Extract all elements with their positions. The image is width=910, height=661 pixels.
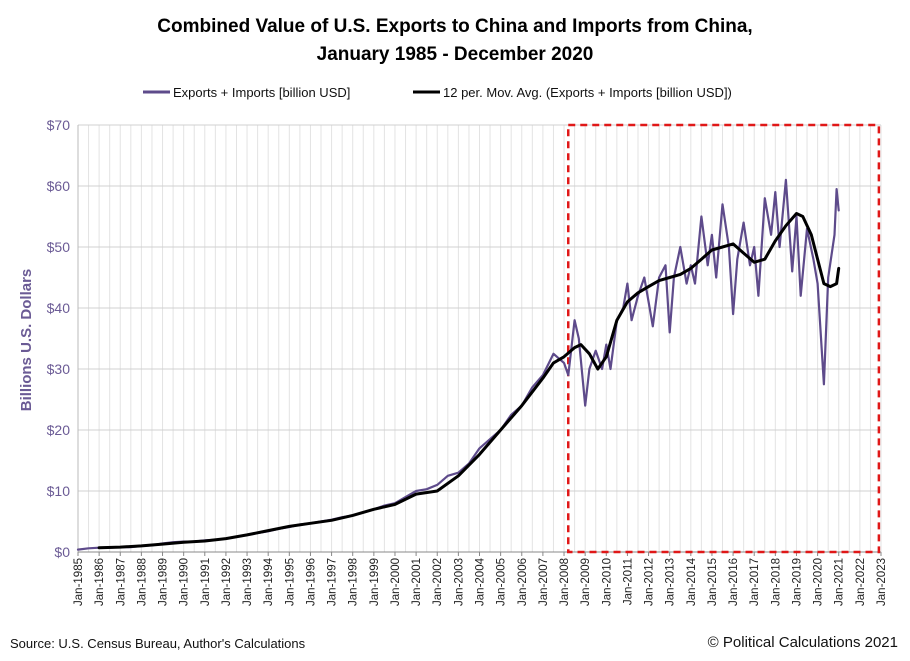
y-tick-label: $0 bbox=[54, 544, 70, 560]
x-tick-label: Jan-1993 bbox=[242, 558, 254, 606]
y-tick-label: $30 bbox=[47, 361, 71, 377]
x-tick-label: Jan-2022 bbox=[855, 558, 867, 606]
y-axis-label: Billions U.S. Dollars bbox=[18, 269, 35, 412]
x-tick-label: Jan-2020 bbox=[813, 558, 825, 606]
y-tick-label: $50 bbox=[47, 239, 71, 255]
x-tick-label: Jan-1987 bbox=[115, 558, 127, 606]
x-tick-label: Jan-2011 bbox=[622, 558, 634, 605]
x-tick-label: Jan-2012 bbox=[644, 558, 656, 606]
x-tick-label: Jan-1985 bbox=[73, 558, 85, 606]
grid bbox=[77, 124, 882, 553]
x-tick-label: Jan-2001 bbox=[411, 558, 423, 606]
y-tick-label: $70 bbox=[47, 117, 71, 133]
highlight-box bbox=[567, 123, 881, 554]
x-tick-label: Jan-2021 bbox=[834, 558, 846, 606]
y-tick-label: $60 bbox=[47, 178, 71, 194]
x-tick-label: Jan-1995 bbox=[284, 558, 296, 606]
x-tick-label: Jan-1998 bbox=[348, 558, 360, 606]
x-tick-label: Jan-2005 bbox=[496, 558, 508, 606]
x-tick-label: Jan-2016 bbox=[728, 558, 740, 606]
x-tick-label: Jan-2018 bbox=[770, 558, 782, 606]
x-tick-label: Jan-1991 bbox=[200, 558, 212, 606]
y-tick-label: $10 bbox=[47, 483, 71, 499]
legend-label-series1: Exports + Imports [billion USD] bbox=[173, 85, 350, 100]
x-tick-label: Jan-1989 bbox=[158, 558, 170, 606]
chart-title-line1: Combined Value of U.S. Exports to China … bbox=[157, 16, 752, 37]
x-tick-label: Jan-2008 bbox=[559, 558, 571, 606]
x-tick-label: Jan-1986 bbox=[94, 558, 106, 606]
legend-label-series2: 12 per. Mov. Avg. (Exports + Imports [bi… bbox=[443, 85, 732, 100]
x-tick-label: Jan-1999 bbox=[369, 558, 381, 606]
y-tick-label: $40 bbox=[47, 300, 71, 316]
x-tick-label: Jan-2019 bbox=[791, 558, 803, 606]
highlight-rectangle bbox=[567, 123, 881, 554]
series-line-moving-average bbox=[97, 212, 841, 550]
x-tick-label: Jan-2010 bbox=[601, 558, 613, 606]
x-tick-label: Jan-1994 bbox=[263, 557, 275, 606]
x-tick-label: Jan-2013 bbox=[665, 558, 677, 606]
x-tick-label: Jan-2004 bbox=[475, 557, 487, 606]
x-tick-label: Jan-2015 bbox=[707, 558, 719, 606]
x-tick-label: Jan-2003 bbox=[453, 558, 465, 606]
x-tick-label: Jan-1988 bbox=[136, 558, 148, 606]
x-tick-label: Jan-2007 bbox=[538, 558, 550, 606]
x-tick-label: Jan-1992 bbox=[221, 558, 233, 606]
series-lines bbox=[76, 178, 841, 551]
chart-title-line2: January 1985 - December 2020 bbox=[317, 44, 594, 65]
legend: Exports + Imports [billion USD] 12 per. … bbox=[143, 85, 732, 100]
y-tick-label: $20 bbox=[47, 422, 71, 438]
x-tick-label: Jan-2009 bbox=[580, 558, 592, 606]
source-note: Source: U.S. Census Bureau, Author's Cal… bbox=[10, 636, 306, 651]
x-tick-label: Jan-2017 bbox=[749, 558, 761, 606]
copyright: © Political Calculations 2021 bbox=[707, 634, 898, 651]
x-tick-label: Jan-2000 bbox=[390, 558, 402, 606]
x-tick-label: Jan-2006 bbox=[517, 558, 529, 606]
x-tick-label: Jan-1997 bbox=[327, 558, 339, 606]
axes: $0 $10 $20 $30 $40 $50 $60 $70 Jan-1985 Jan-1986 J… bbox=[47, 117, 888, 606]
x-tick-label: Jan-2002 bbox=[432, 558, 444, 606]
x-tick-label: Jan-1996 bbox=[305, 558, 317, 606]
x-tick-label: Jan-1990 bbox=[179, 558, 191, 606]
x-tick-label: Jan-2023 bbox=[876, 558, 888, 606]
x-tick-label: Jan-2014 bbox=[686, 557, 698, 606]
